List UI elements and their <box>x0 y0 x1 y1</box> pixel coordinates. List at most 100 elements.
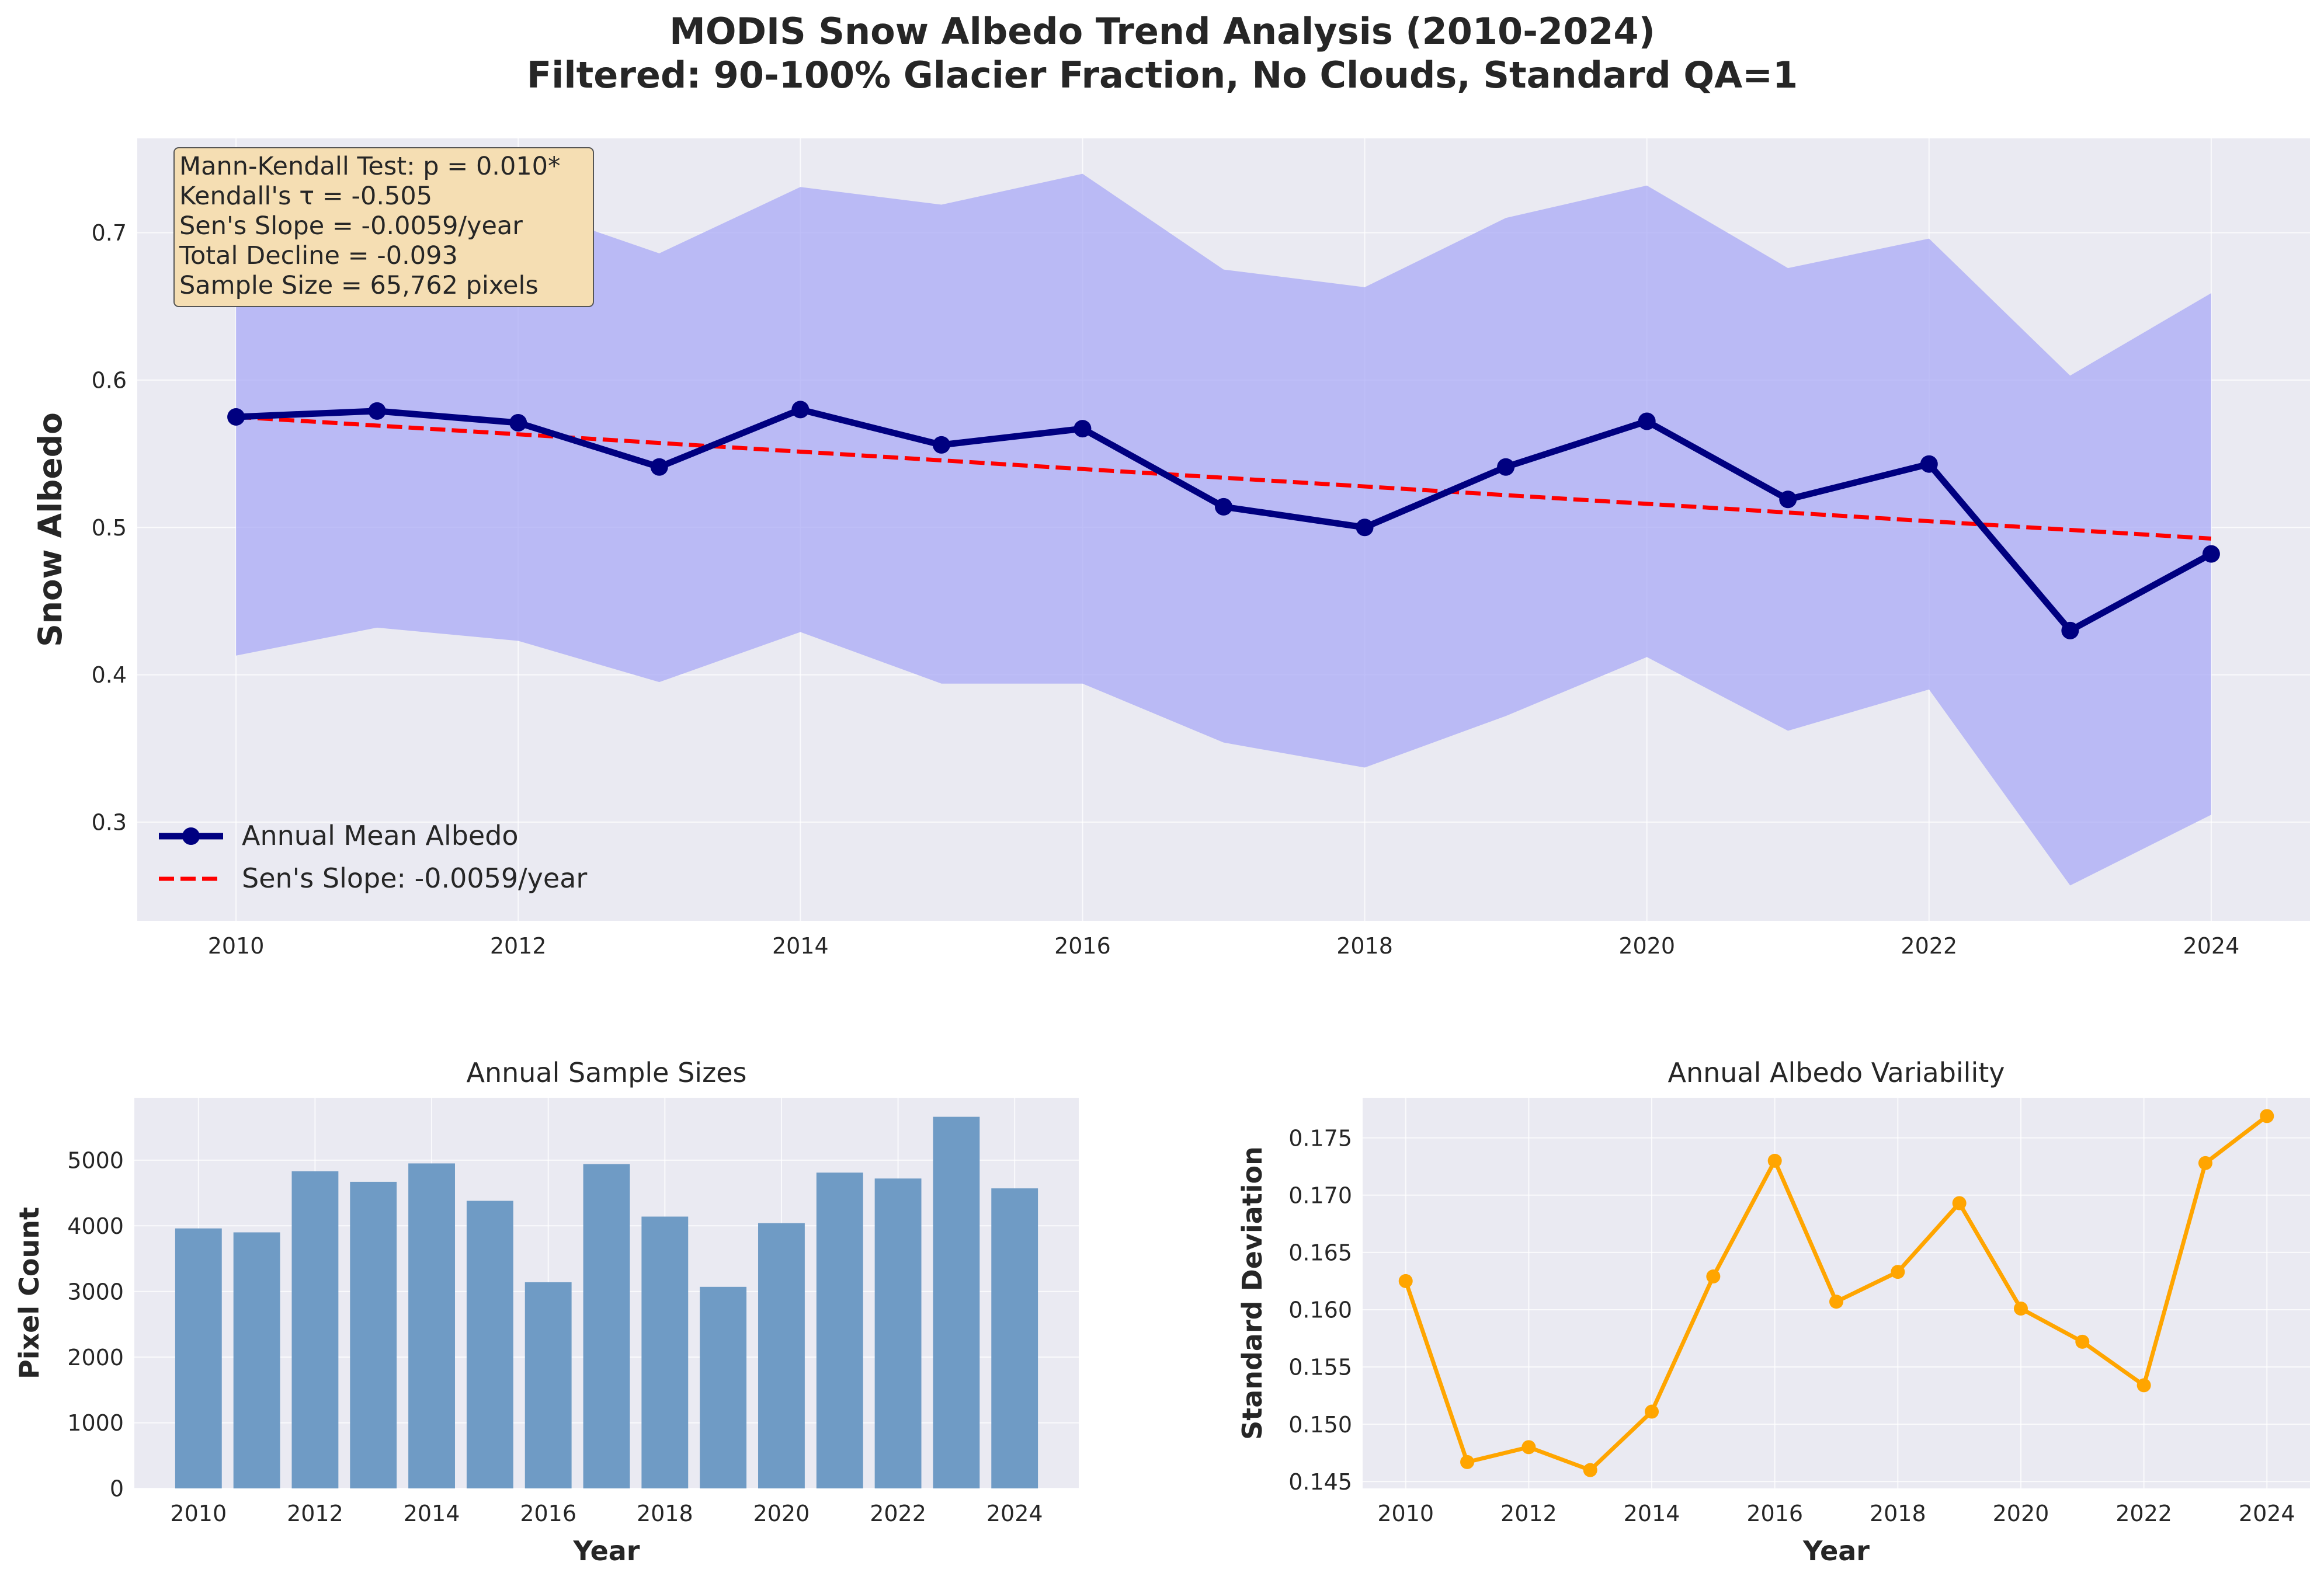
y-tick-label: 0.155 <box>1288 1355 1352 1380</box>
x-tick-label: 2020 <box>1993 1501 2049 1526</box>
std-point <box>1521 1440 1536 1455</box>
y-axis-label: Standard Deviation <box>1236 1146 1268 1440</box>
x-tick-label: 2016 <box>1746 1501 1803 1526</box>
x-tick-label: 2018 <box>637 1501 693 1526</box>
sample-size-chart: 2010 2012 2014 2016 2018 2020 2022 2024 0 1000 200… <box>13 1057 1079 1567</box>
statistics-annotation-box: Mann-Kendall Test: p = 0.010* Kendall's … <box>173 147 594 307</box>
y-tick-label: 0.3 <box>92 810 127 836</box>
mean-point <box>509 414 527 432</box>
std-point <box>1645 1404 1659 1419</box>
x-tick-label: 2022 <box>870 1501 926 1526</box>
y-tick-label: 0.160 <box>1288 1297 1352 1323</box>
sample-bar <box>233 1232 280 1488</box>
mean-point <box>1215 497 1232 516</box>
plot-area <box>1363 1098 2310 1488</box>
sample-bar <box>700 1286 747 1488</box>
x-axis-label: Year <box>1802 1535 1870 1567</box>
std-point <box>1952 1196 1967 1210</box>
sample-bar <box>758 1223 805 1488</box>
annotation-kendall-tau: Kendall's τ = -0.505 <box>179 182 433 211</box>
sample-bar <box>874 1178 922 1488</box>
x-tick-label: 2024 <box>986 1501 1043 1526</box>
x-tick-label: 2018 <box>1336 933 1393 959</box>
x-tick-label: 2014 <box>1624 1501 1680 1526</box>
sample-bar <box>816 1173 863 1488</box>
y-tick-label: 2000 <box>67 1345 124 1370</box>
sample-bar <box>583 1164 630 1488</box>
x-tick-label: 2010 <box>208 933 265 959</box>
mean-point <box>1779 490 1797 509</box>
y-tick-label: 4000 <box>67 1213 124 1239</box>
std-point <box>1460 1455 1475 1469</box>
y-tick-label: 0.4 <box>92 662 127 688</box>
y-tick-label: 1000 <box>67 1410 124 1436</box>
annotation-total-decline: Total Decline = -0.093 <box>179 241 458 270</box>
y-tick-label: 0.5 <box>92 515 127 541</box>
sample-bar <box>175 1228 222 1488</box>
x-tick-label: 2012 <box>287 1501 343 1526</box>
x-tick-label: 2012 <box>490 933 547 959</box>
x-tick-label: 2014 <box>772 933 829 959</box>
mean-point <box>932 436 950 454</box>
mean-point <box>791 401 810 419</box>
sample-bar <box>991 1188 1038 1488</box>
std-point <box>2260 1109 2274 1123</box>
x-tick-label: 2010 <box>1377 1501 1434 1526</box>
mean-point <box>2202 545 2220 563</box>
x-tick-label: 2022 <box>1901 933 1957 959</box>
mean-point <box>1920 455 1938 473</box>
std-point <box>1583 1463 1597 1477</box>
y-axis-label: Snow Albedo <box>32 412 69 647</box>
std-band <box>236 173 2211 886</box>
mean-point <box>2061 621 2079 639</box>
std-point <box>1829 1295 1843 1309</box>
mean-point <box>650 458 668 476</box>
figure-title-line1: MODIS Snow Albedo Trend Analysis (2010-2… <box>669 10 1655 53</box>
x-tick-label: 2022 <box>2115 1501 2172 1526</box>
annotation-mann-kendall: Mann-Kendall Test: p = 0.010* <box>179 152 561 181</box>
x-tick-label: 2024 <box>2183 933 2240 959</box>
y-axis-label: Pixel Count <box>13 1207 45 1379</box>
mean-point <box>1356 519 1374 537</box>
std-point <box>1767 1153 1782 1168</box>
subplot-title: Annual Sample Sizes <box>466 1057 746 1088</box>
std-point <box>2013 1301 2028 1316</box>
sample-bar <box>524 1282 572 1488</box>
std-point <box>1706 1269 1721 1284</box>
mean-point <box>1638 412 1656 430</box>
sample-bar <box>466 1201 513 1488</box>
x-tick-label: 2020 <box>753 1501 810 1526</box>
figure-title-line2: Filtered: 90-100% Glacier Fraction, No C… <box>527 54 1798 96</box>
legend-trend-label: Sen's Slope: -0.0059/year <box>242 862 587 894</box>
std-point <box>2137 1378 2151 1393</box>
x-axis-label: Year <box>572 1535 640 1567</box>
annotation-sens-slope: Sen's Slope = -0.0059/year <box>179 211 523 241</box>
std-point <box>2075 1334 2090 1349</box>
y-tick-label: 0.170 <box>1288 1182 1352 1208</box>
sample-bar <box>291 1171 339 1488</box>
y-tick-label: 0.6 <box>92 368 127 394</box>
x-tick-label: 2024 <box>2239 1501 2295 1526</box>
y-tick-label: 5000 <box>67 1147 124 1173</box>
x-tick-label: 2018 <box>1870 1501 1926 1526</box>
y-tick-label: 0.165 <box>1288 1240 1352 1266</box>
subplot-title: Annual Albedo Variability <box>1668 1057 2005 1088</box>
std-point <box>2198 1156 2212 1170</box>
std-point <box>1398 1274 1413 1288</box>
x-tick-label: 2016 <box>1054 933 1111 959</box>
x-tick-label: 2012 <box>1500 1501 1557 1526</box>
legend-mean-marker <box>182 827 200 845</box>
variability-chart: 2010 2012 2014 2016 2018 2020 2022 2024 0.145 0.1… <box>1236 1057 2310 1567</box>
mean-point <box>368 402 386 420</box>
sample-bar <box>641 1216 689 1488</box>
sample-bar <box>408 1163 455 1488</box>
std-point <box>1891 1265 1905 1279</box>
x-tick-label: 2014 <box>404 1501 460 1526</box>
mean-point <box>1074 420 1092 438</box>
mean-point <box>227 408 245 426</box>
y-tick-label: 0.175 <box>1288 1125 1352 1151</box>
sample-bar <box>350 1181 397 1488</box>
y-tick-label: 0 <box>110 1476 124 1502</box>
sample-bar <box>933 1116 980 1488</box>
